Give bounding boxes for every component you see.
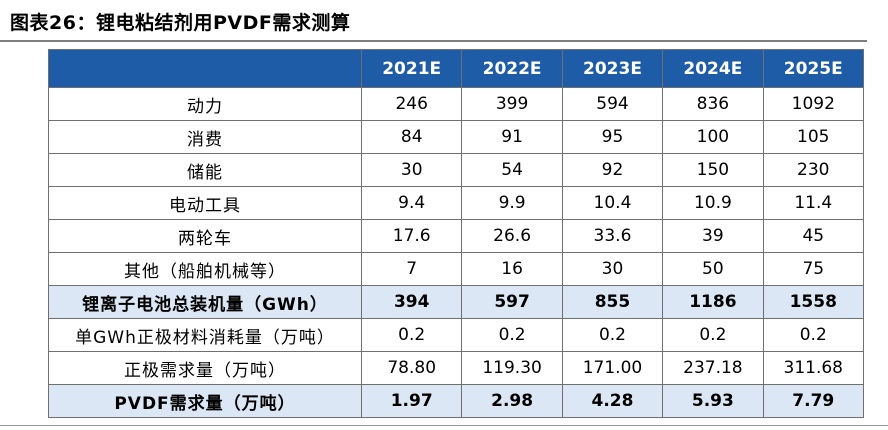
- table-cell: 1.97: [360, 384, 463, 418]
- table-row: 储能 30 54 92 150 230: [48, 153, 864, 187]
- column-header: 2024E: [662, 49, 764, 88]
- table-row: 动力 246 399 594 836 1092: [48, 87, 864, 121]
- table-cell: 0.2: [360, 318, 463, 352]
- table-cell: 100: [662, 120, 764, 154]
- table-row: 电动工具 9.4 9.9 10.4 10.9 11.4: [48, 186, 864, 220]
- table-row: 消费 84 91 95 100 105: [48, 120, 864, 154]
- table-cell: 246: [360, 87, 463, 121]
- row-label: 锂离子电池总装机量（GWh）: [48, 285, 362, 319]
- column-header: 2021E: [360, 49, 463, 88]
- row-label: 储能: [48, 153, 362, 187]
- table-cell: 230: [762, 153, 864, 187]
- table-cell: 597: [461, 285, 563, 319]
- table-cell: 16: [461, 252, 563, 286]
- table-cell: 150: [662, 153, 764, 187]
- table-cell: 45: [762, 219, 864, 253]
- table-cell: 105: [762, 120, 864, 154]
- title-divider: [0, 40, 867, 42]
- table-cell: 10.9: [662, 186, 764, 220]
- table-cell: 17.6: [360, 219, 463, 253]
- table-cell: 75: [762, 252, 864, 286]
- table-header-row: 2021E 2022E 2023E 2024E 2025E: [48, 49, 864, 88]
- row-label: 两轮车: [48, 219, 362, 253]
- table-cell: 10.4: [561, 186, 664, 220]
- table-cell: 2.98: [461, 384, 563, 418]
- table-cell: 1092: [762, 87, 864, 121]
- column-header: 2023E: [561, 49, 664, 88]
- table-cell: 11.4: [762, 186, 864, 220]
- table-cell: 399: [461, 87, 563, 121]
- table-cell: 26.6: [461, 219, 563, 253]
- table-cell: 50: [662, 252, 764, 286]
- row-label: 正极需求量（万吨）: [48, 351, 362, 385]
- row-label: 其他（船舶机械等）: [48, 252, 362, 286]
- table-cell: 119.30: [461, 351, 563, 385]
- table-cell: 9.4: [360, 186, 463, 220]
- table-cell: 0.2: [561, 318, 664, 352]
- table-cell: 855: [561, 285, 664, 319]
- title-bar: 图表26：锂电粘结剂用PVDF需求测算: [0, 0, 888, 42]
- table-cell: 91: [461, 120, 563, 154]
- table-row: 其他（船舶机械等） 7 16 30 50 75: [48, 252, 864, 286]
- table-cell: 9.9: [461, 186, 563, 220]
- table-cell: 311.68: [762, 351, 864, 385]
- column-header: 2025E: [762, 49, 864, 88]
- table-cell: 594: [561, 87, 664, 121]
- summary-row: 锂离子电池总装机量（GWh） 394 597 855 1186 1558: [48, 285, 864, 319]
- table-cell: 54: [461, 153, 563, 187]
- figure-title: 图表26：锂电粘结剂用PVDF需求测算: [10, 12, 351, 34]
- table-cell: 95: [561, 120, 664, 154]
- table-cell: 4.28: [561, 384, 664, 418]
- table-row: 单GWh正极材料消耗量（万吨） 0.2 0.2 0.2 0.2 0.2: [48, 318, 864, 352]
- header-corner-cell: [48, 49, 362, 88]
- row-label: 单GWh正极材料消耗量（万吨）: [48, 318, 362, 352]
- table-cell: 0.2: [662, 318, 764, 352]
- column-header: 2022E: [461, 49, 563, 88]
- pvdf-demand-table: 2021E 2022E 2023E 2024E 2025E 动力 246 399…: [48, 49, 864, 418]
- table-cell: 171.00: [561, 351, 664, 385]
- table-row: 两轮车 17.6 26.6 33.6 39 45: [48, 219, 864, 253]
- table-cell: 33.6: [561, 219, 664, 253]
- row-label: 电动工具: [48, 186, 362, 220]
- table-cell: 836: [662, 87, 764, 121]
- table-cell: 5.93: [662, 384, 764, 418]
- table-cell: 78.80: [360, 351, 463, 385]
- row-label: 动力: [48, 87, 362, 121]
- row-label: PVDF需求量（万吨）: [48, 384, 362, 418]
- table-cell: 1186: [662, 285, 764, 319]
- table-cell: 7: [360, 252, 463, 286]
- table-cell: 92: [561, 153, 664, 187]
- footer-divider: [0, 425, 888, 426]
- table-cell: 84: [360, 120, 463, 154]
- summary-row: PVDF需求量（万吨） 1.97 2.98 4.28 5.93 7.79: [48, 384, 864, 418]
- table-cell: 7.79: [762, 384, 864, 418]
- table-cell: 39: [662, 219, 764, 253]
- table-cell: 394: [360, 285, 463, 319]
- table-row: 正极需求量（万吨） 78.80 119.30 171.00 237.18 311…: [48, 351, 864, 385]
- table-cell: 0.2: [461, 318, 563, 352]
- table-cell: 30: [360, 153, 463, 187]
- table-cell: 237.18: [662, 351, 764, 385]
- table-cell: 1558: [762, 285, 864, 319]
- table-cell: 30: [561, 252, 664, 286]
- table-cell: 0.2: [762, 318, 864, 352]
- row-label: 消费: [48, 120, 362, 154]
